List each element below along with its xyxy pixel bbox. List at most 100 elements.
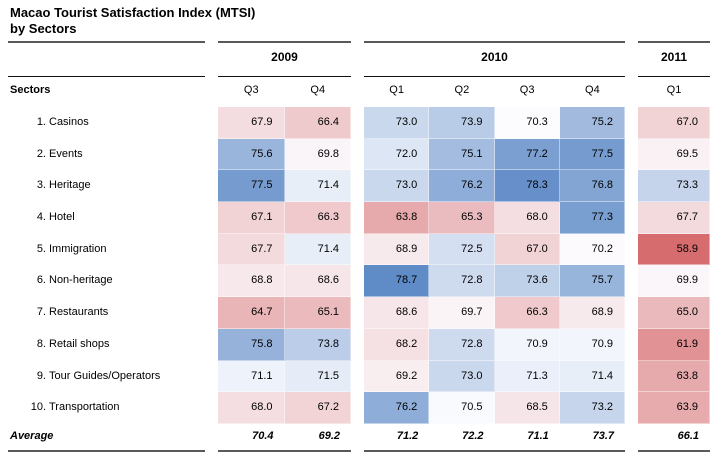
- heatmap-row: 68.6 69.7 66.3 68.9: [364, 297, 625, 329]
- value-cell: 77.5: [559, 138, 625, 171]
- average-value: 71.1: [527, 430, 549, 442]
- value-cell: 70.2: [559, 233, 625, 266]
- heatmap-row: 72.0 75.1 77.2 77.5: [364, 138, 625, 171]
- average-value: 70.4: [252, 430, 274, 442]
- value-cell: 73.8: [284, 328, 351, 361]
- heatmap-row: 67.7 71.4: [218, 233, 351, 266]
- sector-label: Hotel: [49, 211, 75, 224]
- quarter-header: Q3: [243, 84, 259, 96]
- value-cell: 67.2: [284, 392, 351, 424]
- value-cell: 67.0: [638, 107, 710, 139]
- sector-number: 7.: [36, 306, 46, 319]
- heatmap-row: 61.9: [638, 328, 710, 361]
- average-value: 72.2: [462, 430, 484, 442]
- value-cell: 78.3: [494, 170, 560, 203]
- value-cell: 76.2: [429, 170, 495, 203]
- year-group-2011: 2011 Q1 67.0 69.5 73.3 67.7 58.9 69.9 65.0 61.9…: [638, 41, 710, 452]
- value-cell: 65.0: [638, 297, 710, 329]
- value-cell: 65.1: [284, 297, 351, 329]
- year-label: 2011: [638, 43, 710, 77]
- quarter-header-row: Q1: [638, 77, 710, 107]
- value-cell: 73.0: [364, 107, 430, 139]
- average-value: 71.2: [396, 430, 419, 442]
- average-row: 70.4 69.2: [218, 424, 351, 450]
- sector-number: 6.: [36, 274, 46, 287]
- value-cell: 66.3: [494, 297, 560, 329]
- value-cell: 72.8: [429, 328, 495, 361]
- sector-row: 1. Casinos: [8, 107, 205, 139]
- sector-number: 8.: [36, 337, 46, 350]
- heatmap-row: 69.5: [638, 138, 710, 171]
- value-cell: 68.0: [218, 392, 285, 424]
- heatmap-row: 75.8 73.8: [218, 328, 351, 361]
- value-cell: 68.6: [284, 265, 351, 298]
- sectors-header: Sectors: [10, 84, 51, 96]
- sector-number: 10.: [30, 401, 46, 414]
- value-cell: 77.3: [559, 202, 625, 234]
- value-cell: 68.8: [218, 265, 285, 298]
- year-label: 2010: [364, 43, 625, 77]
- sector-number: 2.: [36, 147, 46, 160]
- value-cell: 77.2: [494, 138, 560, 171]
- value-cell: 66.3: [284, 202, 351, 234]
- sector-label: Tour Guides/Operators: [49, 369, 161, 382]
- heatmap-row: 63.8: [638, 360, 710, 393]
- heatmap-row: 58.9: [638, 233, 710, 266]
- value-cell: 68.9: [559, 297, 625, 329]
- value-cell: 68.6: [364, 297, 430, 329]
- heatmap-row: 77.5 71.4: [218, 170, 351, 203]
- heatmap-row: 69.2 73.0 71.3 71.4: [364, 360, 625, 393]
- title-line1: Macao Tourist Satisfaction Index (MTSI): [10, 5, 256, 20]
- value-cell: 69.8: [284, 138, 351, 171]
- average-value: 66.1: [677, 430, 699, 442]
- sector-label: Non-heritage: [49, 274, 113, 287]
- page-title: Macao Tourist Satisfaction Index (MTSI) …: [10, 5, 255, 37]
- heatmap-row: 67.7: [638, 202, 710, 234]
- sector-number: 9.: [36, 369, 46, 382]
- heatmap-row: 71.1 71.5: [218, 360, 351, 393]
- value-cell: 68.9: [364, 233, 430, 266]
- value-cell: 71.3: [494, 360, 560, 393]
- sector-row: 4. Hotel: [8, 202, 205, 234]
- value-cell: 71.1: [218, 360, 285, 393]
- value-cell: 68.2: [364, 328, 430, 361]
- sector-row: 9. Tour Guides/Operators: [8, 361, 205, 393]
- value-cell: 70.5: [429, 392, 495, 424]
- sector-number: 5.: [36, 242, 46, 255]
- value-cell: 73.6: [494, 265, 560, 298]
- quarter-header: Q3: [519, 84, 535, 96]
- value-cell: 75.7: [559, 265, 625, 298]
- value-cell: 67.1: [218, 202, 285, 234]
- value-cell: 65.3: [429, 202, 495, 234]
- value-cell: 72.5: [429, 233, 495, 266]
- value-cell: 70.9: [494, 328, 560, 361]
- sector-label: Transportation: [49, 401, 120, 414]
- sector-row: 7. Restaurants: [8, 297, 205, 329]
- quarter-header-row: Q3 Q4: [218, 77, 351, 107]
- quarter-header: Q1: [666, 84, 682, 96]
- value-cell: 73.3: [638, 170, 710, 203]
- year-group-2009: 2009 Q3 Q4 67.9 66.4 75.6 69.8 77.5 71.4 67.1 66…: [218, 41, 351, 452]
- value-cell: 67.9: [218, 107, 285, 139]
- value-cell: 61.9: [638, 328, 710, 361]
- heatmap-row: 78.7 72.8 73.6 75.7: [364, 265, 625, 298]
- value-cell: 78.7: [364, 265, 430, 298]
- value-cell: 71.4: [284, 233, 351, 266]
- value-cell: 63.8: [638, 360, 710, 393]
- average-value: 69.2: [318, 430, 340, 442]
- value-cell: 67.7: [218, 233, 285, 266]
- value-cell: 77.5: [218, 170, 285, 203]
- sector-row: 10. Transportation: [8, 392, 205, 424]
- heatmap-row: 65.0: [638, 297, 710, 329]
- value-cell: 75.1: [429, 138, 495, 171]
- heatmap-row: 64.7 65.1: [218, 297, 351, 329]
- value-cell: 63.8: [364, 202, 430, 234]
- value-cell: 76.8: [559, 170, 625, 203]
- value-cell: 68.5: [494, 392, 560, 424]
- sector-rows: 1. Casinos 2. Events 3. Heritage 4. Hotel 5. Immi…: [8, 107, 205, 424]
- value-cell: 72.8: [429, 265, 495, 298]
- value-cell: 66.4: [284, 107, 351, 139]
- sector-row: 2. Events: [8, 139, 205, 171]
- value-cell: 75.2: [559, 107, 625, 139]
- value-cell: 69.9: [638, 265, 710, 298]
